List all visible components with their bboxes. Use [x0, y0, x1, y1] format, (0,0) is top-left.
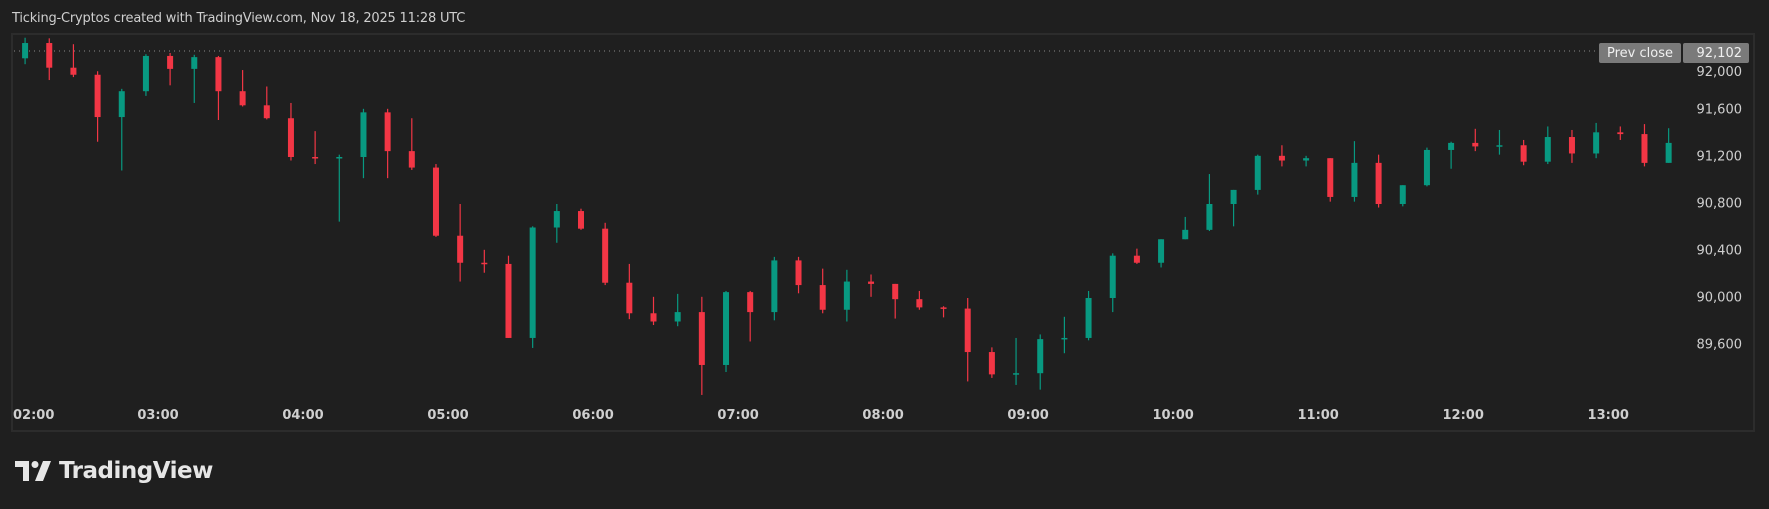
prev-close-label: Prev close [1599, 43, 1681, 63]
candle-body [626, 282, 633, 314]
tradingview-logo-icon [15, 461, 51, 481]
candle-body [795, 260, 802, 286]
candle-body [1230, 189, 1237, 204]
candle-body [70, 67, 77, 75]
candle-body [94, 74, 101, 118]
candle-body [505, 263, 512, 338]
candle-body [1303, 158, 1310, 161]
candle-body [384, 112, 391, 152]
candle-body [723, 292, 730, 365]
candle-body [819, 285, 826, 310]
candle-body [1544, 137, 1551, 162]
chart-frame [11, 33, 1755, 432]
candle-body [1182, 229, 1189, 240]
candle-body [457, 235, 464, 263]
price-tick-label: 91,200 [1696, 149, 1743, 165]
time-tick-label: 07:00 [717, 408, 759, 423]
candle-body [650, 313, 657, 322]
candle-body [22, 43, 29, 59]
candle-body [191, 57, 198, 69]
candle-body [553, 211, 560, 228]
candle-body [360, 112, 367, 157]
time-tick-label: 08:00 [862, 408, 904, 423]
candle-body [1448, 142, 1455, 150]
candle-body [263, 105, 270, 119]
candle-body [1520, 145, 1527, 162]
prev-close-badge: Prev close 92,102 [1599, 43, 1749, 63]
price-tick-label: 91,600 [1696, 102, 1743, 118]
candle-body [940, 307, 947, 309]
chart-title: Ticking-Cryptos created with TradingView… [12, 11, 466, 26]
time-tick-label: 09:00 [1007, 408, 1049, 423]
candle-body [1568, 137, 1575, 154]
candle-body [1496, 145, 1503, 147]
candle-body [312, 157, 319, 159]
candle-body [577, 211, 584, 229]
candle-body [1133, 255, 1140, 263]
candle-body [1206, 204, 1213, 230]
time-tick-label: 02:00 [13, 408, 55, 423]
candle-body [771, 260, 778, 313]
price-tick-label: 90,400 [1696, 243, 1743, 259]
time-tick-label: 12:00 [1442, 408, 1484, 423]
candle-body [1375, 162, 1382, 204]
candle-body [1617, 132, 1624, 135]
candle-body [868, 281, 875, 284]
time-tick-label: 13:00 [1587, 408, 1629, 423]
candle-body [747, 292, 754, 313]
time-tick-label: 10:00 [1152, 408, 1194, 423]
candle-body [1013, 373, 1020, 375]
time-tick-label: 11:00 [1297, 408, 1339, 423]
candle-body [1423, 149, 1430, 186]
candle-body [1061, 337, 1068, 340]
price-tick-label: 89,600 [1696, 337, 1743, 353]
price-tick-label: 90,800 [1696, 196, 1743, 212]
time-tick-label: 05:00 [427, 408, 469, 423]
candle-body [1665, 142, 1672, 163]
candle-body [964, 308, 971, 353]
candle-body [1158, 239, 1165, 263]
time-tick-label: 04:00 [282, 408, 324, 423]
candle-body [1109, 255, 1116, 298]
candle-body [46, 43, 53, 68]
candle-body [674, 312, 681, 322]
candle-body [988, 352, 995, 375]
time-tick-label: 06:00 [572, 408, 614, 423]
candle-body [287, 118, 294, 157]
candle-body [408, 151, 415, 168]
candle-body [1085, 298, 1092, 338]
candles-group [22, 37, 1672, 395]
candle-body [698, 312, 705, 365]
candle-body [602, 228, 609, 283]
candle-body [1278, 155, 1285, 161]
candle-body [432, 167, 439, 236]
candle-body [1254, 155, 1261, 190]
time-tick-label: 03:00 [137, 408, 179, 423]
candle-body [1037, 339, 1044, 374]
prev-close-value: 92,102 [1683, 43, 1749, 63]
tradingview-wordmark: TradingView [59, 458, 213, 484]
candle-body [239, 91, 246, 106]
candle-body [118, 91, 125, 118]
candle-body [529, 227, 536, 338]
candle-body [215, 57, 222, 92]
candle-body [892, 283, 899, 300]
candle-body [1641, 134, 1648, 163]
candle-body [1593, 132, 1600, 154]
tradingview-logo[interactable]: TradingView [15, 458, 213, 484]
price-tick-label: 92,000 [1696, 65, 1743, 80]
candle-body [142, 55, 149, 92]
candle-body [1399, 185, 1406, 204]
candle-body [916, 299, 923, 308]
candle-body [1472, 142, 1479, 147]
candle-body [843, 281, 850, 310]
candle-body [1327, 158, 1334, 197]
candle-body [1351, 162, 1358, 197]
candle-body [336, 157, 343, 159]
candle-body [167, 55, 174, 69]
candle-body [481, 262, 488, 265]
price-tick-label: 90,000 [1696, 290, 1743, 306]
